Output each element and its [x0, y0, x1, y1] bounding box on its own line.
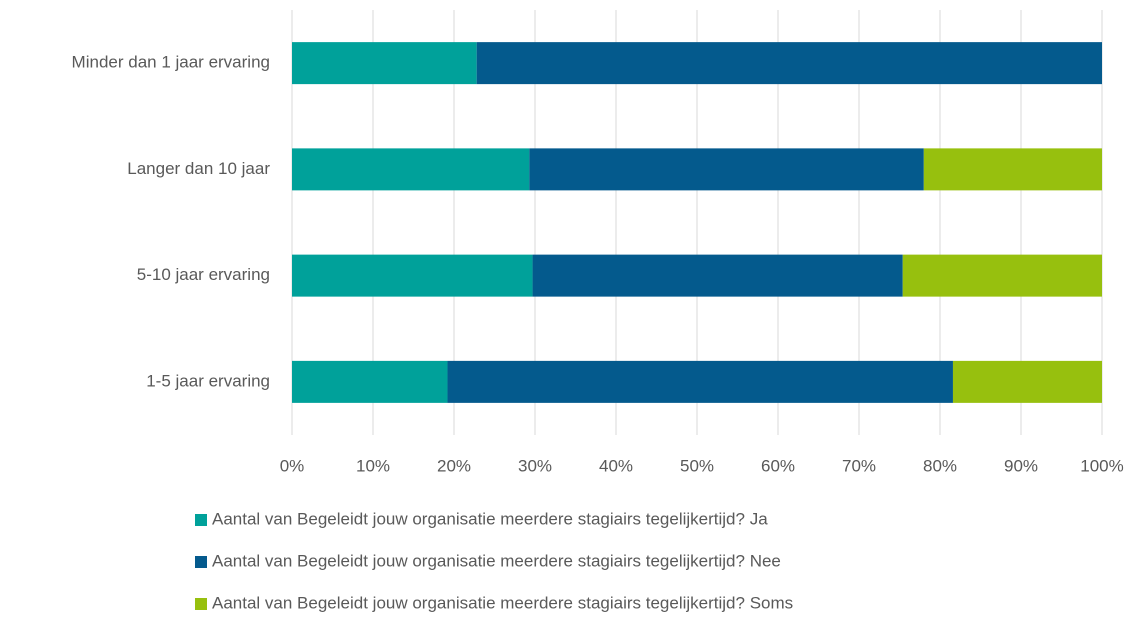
bar-segment: [529, 148, 924, 191]
y-tick-label: 1-5 jaar ervaring: [146, 371, 270, 390]
x-tick-label: 0%: [280, 456, 305, 475]
x-tick-label: 20%: [437, 456, 471, 475]
y-tick-label: Langer dan 10 jaar: [127, 159, 270, 178]
bar-segment: [292, 254, 533, 297]
x-tick-label: 60%: [761, 456, 795, 475]
x-tick-label: 80%: [923, 456, 957, 475]
legend-swatch: [195, 556, 207, 568]
x-tick-label: 30%: [518, 456, 552, 475]
legend-label: Aantal van Begeleidt jouw organisatie me…: [212, 593, 793, 612]
bar-segment: [532, 254, 903, 297]
bar-segment: [476, 42, 1102, 85]
bar-segment: [292, 360, 448, 403]
legend-swatch: [195, 598, 207, 610]
bar-segment: [292, 42, 477, 85]
legend-label: Aantal van Begeleidt jouw organisatie me…: [212, 551, 781, 570]
bar-segment: [902, 254, 1102, 297]
x-tick-label: 90%: [1004, 456, 1038, 475]
bar-segment: [952, 360, 1102, 403]
x-tick-label: 50%: [680, 456, 714, 475]
x-tick-label: 40%: [599, 456, 633, 475]
legend-swatch: [195, 514, 207, 526]
x-tick-label: 70%: [842, 456, 876, 475]
bar-segment: [292, 148, 530, 191]
x-tick-label: 10%: [356, 456, 390, 475]
y-tick-label: Minder dan 1 jaar ervaring: [72, 53, 270, 72]
x-tick-label: 100%: [1080, 456, 1123, 475]
legend-label: Aantal van Begeleidt jouw organisatie me…: [212, 509, 768, 528]
bar-segment: [447, 360, 953, 403]
bar-segment: [923, 148, 1102, 191]
y-tick-label: 5-10 jaar ervaring: [137, 265, 270, 284]
